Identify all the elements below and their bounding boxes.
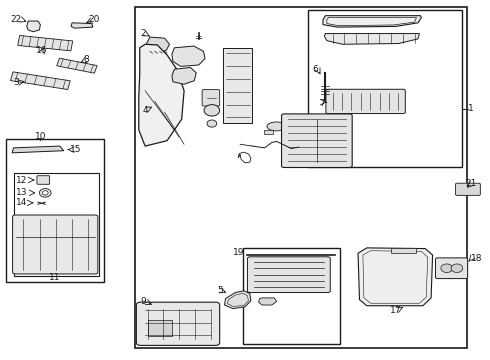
Polygon shape (12, 146, 64, 153)
FancyBboxPatch shape (456, 183, 480, 195)
Text: 18: 18 (470, 254, 482, 263)
Text: 17: 17 (391, 306, 402, 315)
Polygon shape (224, 291, 251, 309)
Circle shape (42, 191, 48, 195)
Polygon shape (27, 21, 40, 32)
Circle shape (204, 105, 220, 116)
FancyBboxPatch shape (37, 176, 49, 184)
Bar (57, 58, 97, 73)
Polygon shape (259, 298, 277, 305)
Bar (18, 36, 73, 51)
Text: 8: 8 (84, 55, 90, 64)
Bar (14, 173, 99, 276)
Text: 2: 2 (141, 29, 147, 38)
Circle shape (451, 264, 463, 273)
Polygon shape (172, 67, 196, 84)
Polygon shape (139, 44, 184, 146)
Polygon shape (324, 33, 419, 44)
Bar (223, 48, 252, 123)
Text: 22: 22 (10, 15, 22, 24)
FancyBboxPatch shape (13, 215, 98, 274)
Text: 7: 7 (319, 99, 325, 108)
Bar (243, 248, 340, 344)
Circle shape (441, 264, 453, 273)
Text: 20: 20 (88, 15, 99, 24)
Circle shape (207, 120, 217, 127)
Text: 13: 13 (16, 188, 27, 197)
Circle shape (39, 189, 51, 197)
Text: 11: 11 (49, 273, 61, 282)
Bar (135, 7, 466, 348)
FancyBboxPatch shape (282, 114, 352, 167)
Polygon shape (358, 248, 433, 306)
Text: 9: 9 (141, 297, 147, 306)
Text: 5: 5 (217, 285, 222, 294)
Bar (6, 139, 104, 282)
Text: 6: 6 (312, 65, 318, 74)
FancyBboxPatch shape (202, 90, 220, 106)
Text: 14: 14 (16, 198, 27, 207)
Ellipse shape (267, 122, 287, 131)
FancyBboxPatch shape (326, 89, 405, 113)
Text: 16: 16 (36, 46, 48, 55)
Bar (265, 130, 273, 134)
Polygon shape (147, 37, 170, 52)
Text: 10: 10 (35, 131, 46, 140)
Bar (147, 320, 172, 336)
FancyBboxPatch shape (247, 257, 330, 293)
Text: 3: 3 (13, 78, 19, 87)
Text: 15: 15 (70, 145, 81, 154)
FancyBboxPatch shape (136, 302, 220, 345)
Text: 1: 1 (468, 104, 473, 113)
Polygon shape (391, 248, 416, 253)
Polygon shape (172, 46, 205, 66)
Polygon shape (323, 16, 421, 27)
Text: 21: 21 (465, 179, 476, 188)
Bar (10, 72, 70, 90)
Bar (308, 10, 462, 167)
Text: 4: 4 (143, 106, 148, 115)
Text: 19: 19 (233, 248, 244, 257)
Text: 12: 12 (16, 176, 27, 185)
Polygon shape (71, 23, 93, 28)
FancyBboxPatch shape (436, 258, 467, 279)
